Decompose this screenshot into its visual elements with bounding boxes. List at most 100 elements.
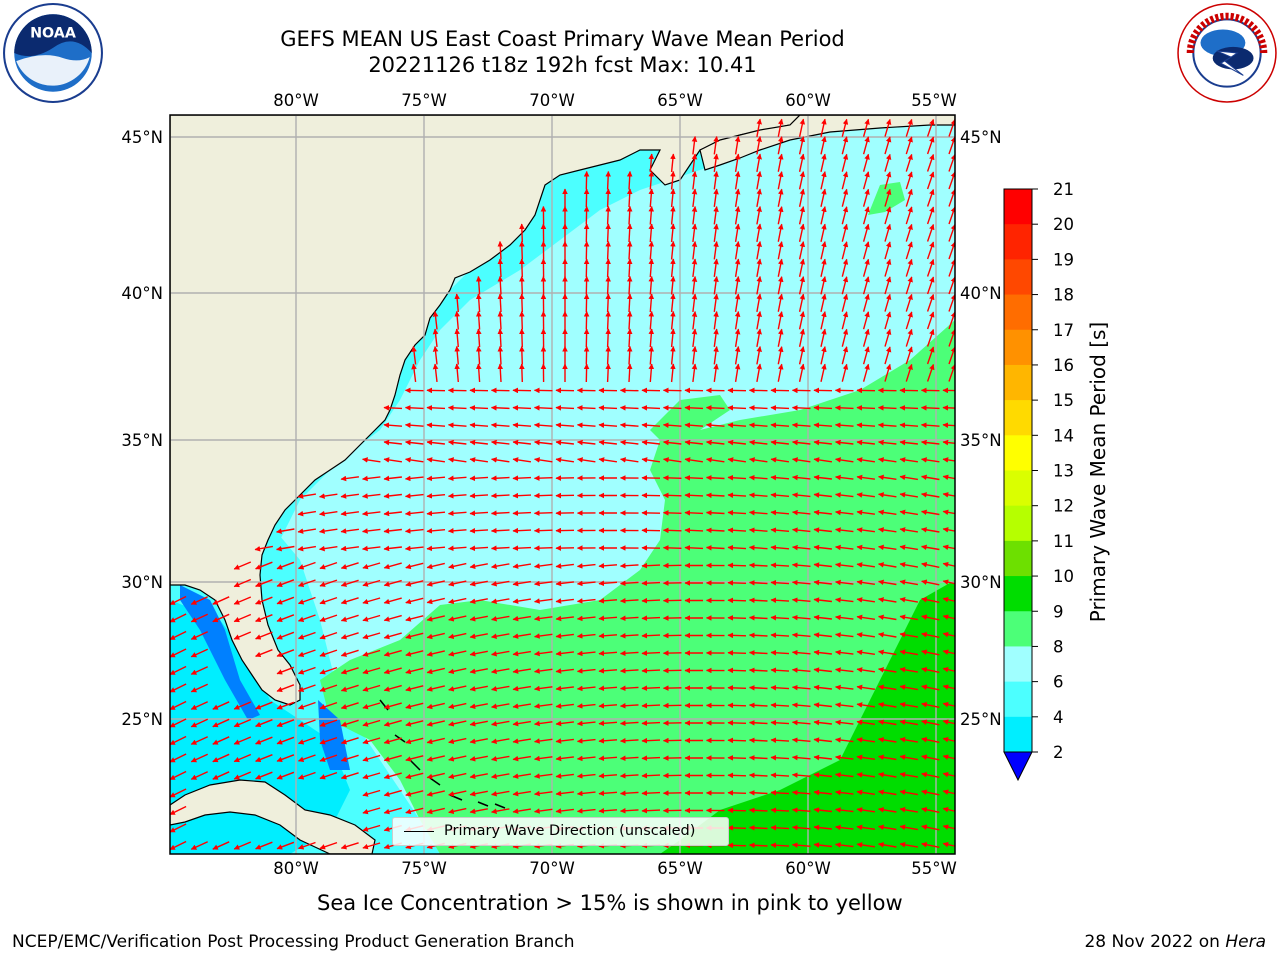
wave-arrow (170, 595, 187, 606)
wave-arrow (921, 841, 940, 848)
wave-arrow (734, 188, 741, 208)
wave-arrow (533, 510, 553, 516)
colorbar-tick-label: 18 (1053, 286, 1074, 305)
wave-arrow (512, 475, 532, 481)
wave-arrow (862, 363, 870, 382)
wave-arrow (662, 422, 682, 428)
wave-arrow (426, 720, 445, 727)
wave-arrow (684, 492, 704, 499)
wave-arrow (426, 667, 445, 675)
wave-arrow (170, 700, 187, 711)
wave-arrow (426, 562, 445, 570)
wave-arrow (749, 439, 768, 446)
wave-arrow (648, 275, 655, 295)
colorbar-segment (1004, 189, 1032, 225)
wave-arrow (497, 363, 504, 383)
wave-arrow (734, 276, 741, 295)
wave-arrow (362, 684, 381, 692)
wave-arrow (491, 773, 510, 779)
wave-arrow (469, 475, 489, 482)
wave-arrow (426, 737, 445, 745)
wave-arrow (948, 328, 955, 347)
period-field-2-4-gulf-coast (180, 585, 260, 720)
wave-arrow (691, 188, 698, 207)
wave-arrow (835, 649, 854, 656)
wave-arrow (491, 703, 510, 709)
wave-arrow (362, 649, 381, 657)
wave-arrow (734, 258, 741, 278)
wave-arrow (862, 293, 870, 312)
wave-arrow (921, 754, 940, 761)
wave-arrow (297, 510, 317, 517)
wave-arrow (405, 720, 424, 727)
wave-arrow (297, 701, 316, 710)
wave-arrow (641, 632, 661, 639)
wave-arrow (878, 772, 897, 778)
wave-arrow (691, 346, 698, 365)
wave-arrow (791, 597, 811, 603)
wave-arrow (432, 346, 439, 365)
wave-arrow (276, 545, 295, 552)
wave-arrow (626, 363, 633, 383)
wave-arrow (921, 789, 940, 796)
wave-arrow (756, 311, 762, 330)
wave-arrow (835, 684, 854, 691)
wave-arrow (684, 545, 704, 551)
wave-arrow (942, 701, 955, 708)
wave-arrow (835, 579, 854, 586)
wave-arrow (405, 580, 424, 587)
wave-arrow (170, 823, 187, 833)
wave-arrow (576, 668, 596, 674)
wave-arrow (619, 562, 639, 569)
wave-arrow (648, 293, 655, 313)
wave-arrow (534, 720, 553, 727)
wave-arrow (884, 136, 892, 155)
wave-arrow (727, 807, 747, 814)
wave-arrow (340, 528, 359, 534)
wave-arrow (734, 171, 741, 190)
wave-arrow (820, 136, 827, 155)
wave-arrow (748, 649, 768, 656)
wave-arrow (841, 328, 849, 347)
wave-arrow (942, 824, 955, 830)
wave-arrow (605, 310, 611, 330)
wave-arrow (469, 650, 488, 657)
wave-arrow (626, 293, 633, 313)
wave-arrow (706, 439, 725, 446)
wave-arrow (426, 597, 445, 605)
wave-arrow (491, 439, 510, 446)
wave-arrow (469, 492, 489, 499)
wave-arrow (926, 206, 935, 225)
colorbar-tick-label: 19 (1053, 250, 1074, 269)
wave-arrow (619, 667, 639, 674)
wave-arrow (770, 614, 790, 621)
wave-arrow (905, 118, 913, 137)
wave-arrow (362, 579, 381, 587)
wave-arrow (319, 719, 338, 727)
wave-arrow (727, 825, 747, 831)
wave-arrow (454, 363, 460, 383)
wave-arrow (748, 789, 768, 796)
wave-arrow (706, 457, 725, 463)
wave-arrow (190, 753, 208, 763)
wave-arrow (255, 596, 273, 605)
wave-arrow (383, 719, 402, 727)
wave-arrow (791, 684, 811, 691)
wave-arrow (469, 668, 488, 674)
wave-arrow (948, 118, 955, 137)
lon-tick-bottom-55w: 55°W (911, 859, 957, 878)
wave-arrow (813, 579, 832, 586)
wave-arrow (798, 363, 806, 382)
wave-arrow (426, 457, 446, 463)
wave-arrow (770, 824, 790, 831)
wave-arrow (641, 650, 661, 656)
wave-arrow (713, 188, 719, 207)
wave-arrow (727, 755, 747, 761)
wave-arrow (362, 562, 381, 570)
wave-arrow (777, 293, 784, 312)
wave-arrow (405, 685, 424, 692)
wave-arrow (448, 702, 467, 710)
wave-arrow (619, 405, 639, 411)
wave-arrow (835, 719, 854, 726)
colorbar-under-triangle (1003, 751, 1033, 782)
